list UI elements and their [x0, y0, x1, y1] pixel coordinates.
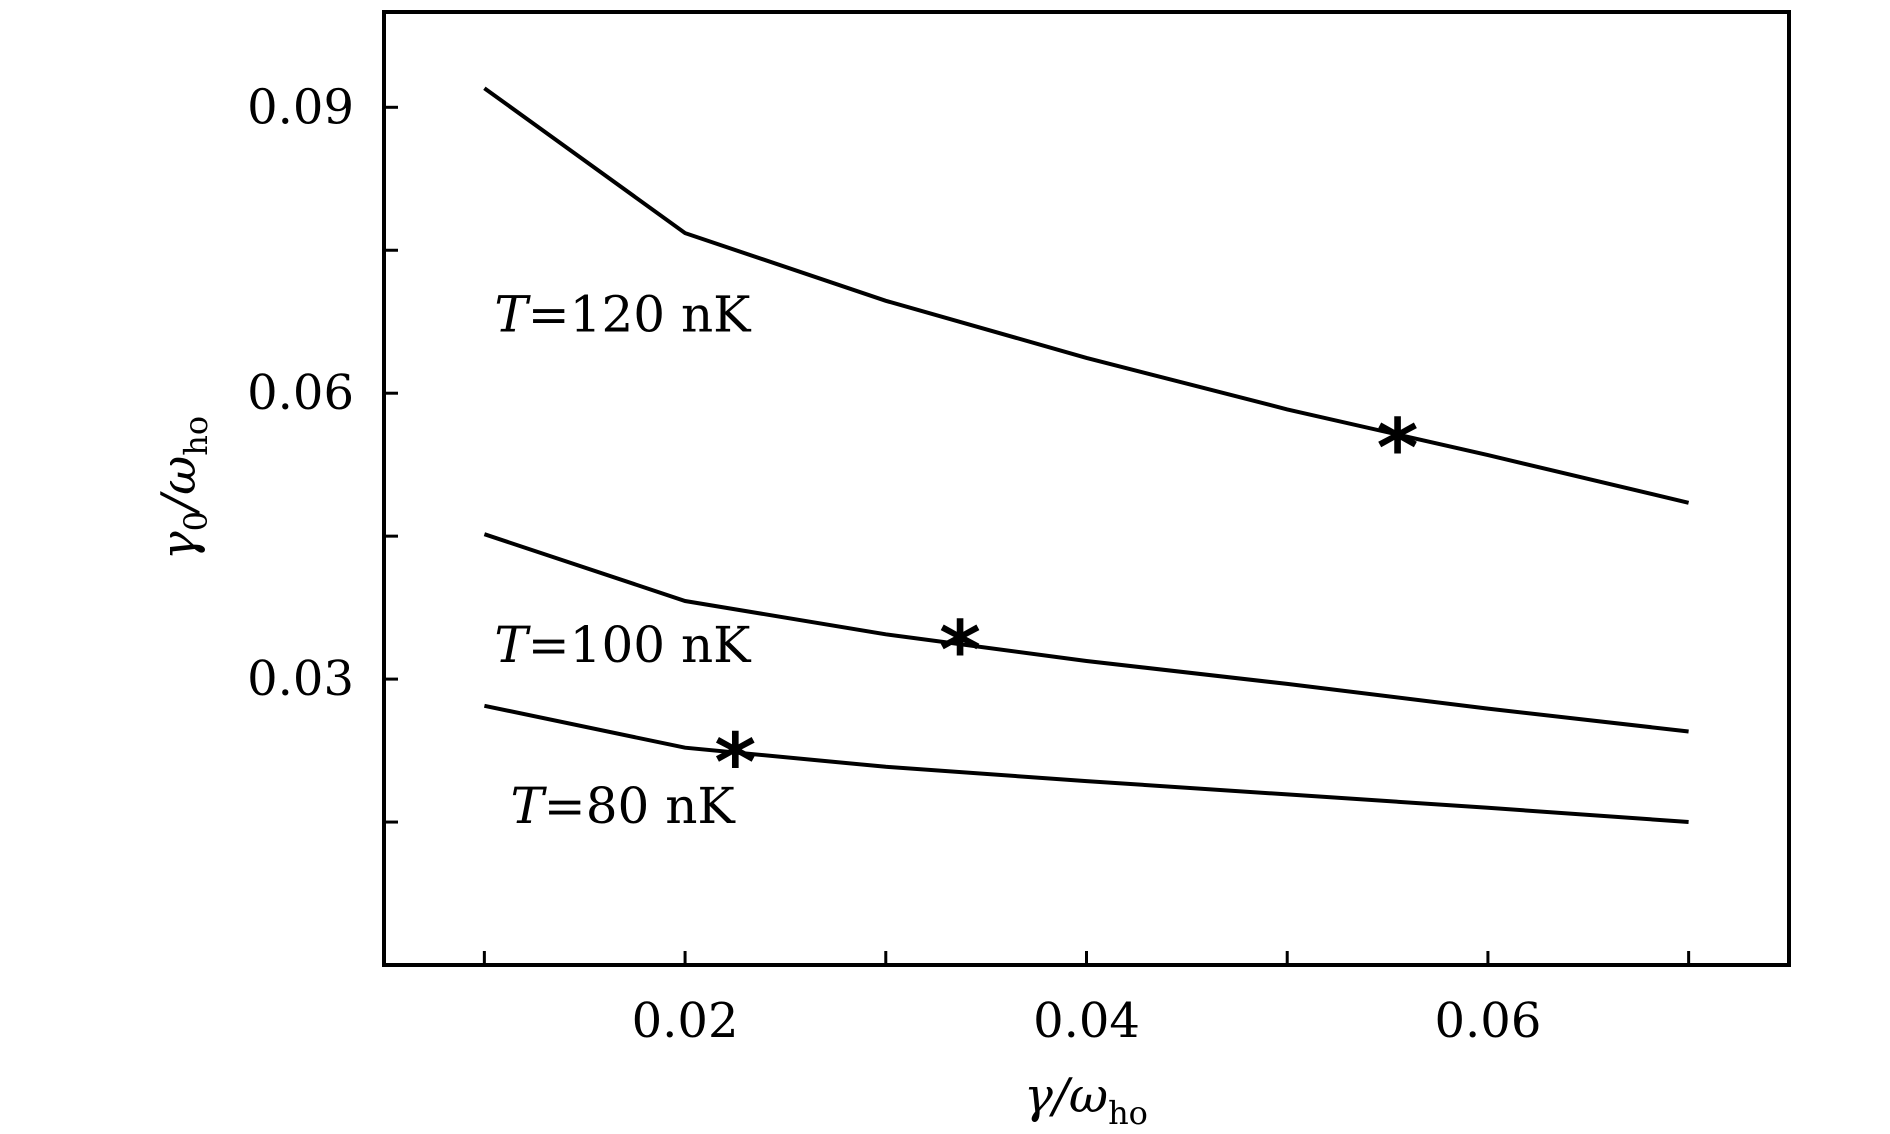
- markers: * * *: [714, 402, 1418, 809]
- x-tick-label-3: 0.04: [1033, 993, 1140, 1049]
- series-label-1: T=100 nK: [494, 616, 752, 674]
- y-axis-title: γ0/ωho: [151, 416, 215, 560]
- labels: T=120 nK T=100 nK T=80 nK: [494, 285, 752, 835]
- series-label-2: T=80 nK: [510, 777, 736, 835]
- ticks: 0.02 0.04 0.06 0.03 0.06 0.09: [247, 79, 1691, 1049]
- series-marker-1: *: [939, 604, 981, 697]
- series-line-2: [483, 703, 1689, 824]
- series-label-0: T=120 nK: [494, 285, 752, 343]
- curves: [483, 86, 1690, 824]
- x-tick-label-1: 0.02: [632, 993, 739, 1049]
- series-line-1: [483, 532, 1689, 734]
- series-marker-2: *: [714, 717, 756, 810]
- y-tick-label-5: 0.09: [247, 79, 354, 135]
- y-tick-label-1: 0.03: [247, 651, 354, 707]
- x-axis-title: γ/ωho: [1024, 1068, 1148, 1132]
- x-tick-label-5: 0.06: [1434, 993, 1541, 1049]
- series-marker-0: *: [1377, 402, 1419, 495]
- y-tick-label-3: 0.06: [247, 365, 354, 421]
- series-line-0: [483, 86, 1690, 505]
- plot-frame: [382, 10, 1791, 967]
